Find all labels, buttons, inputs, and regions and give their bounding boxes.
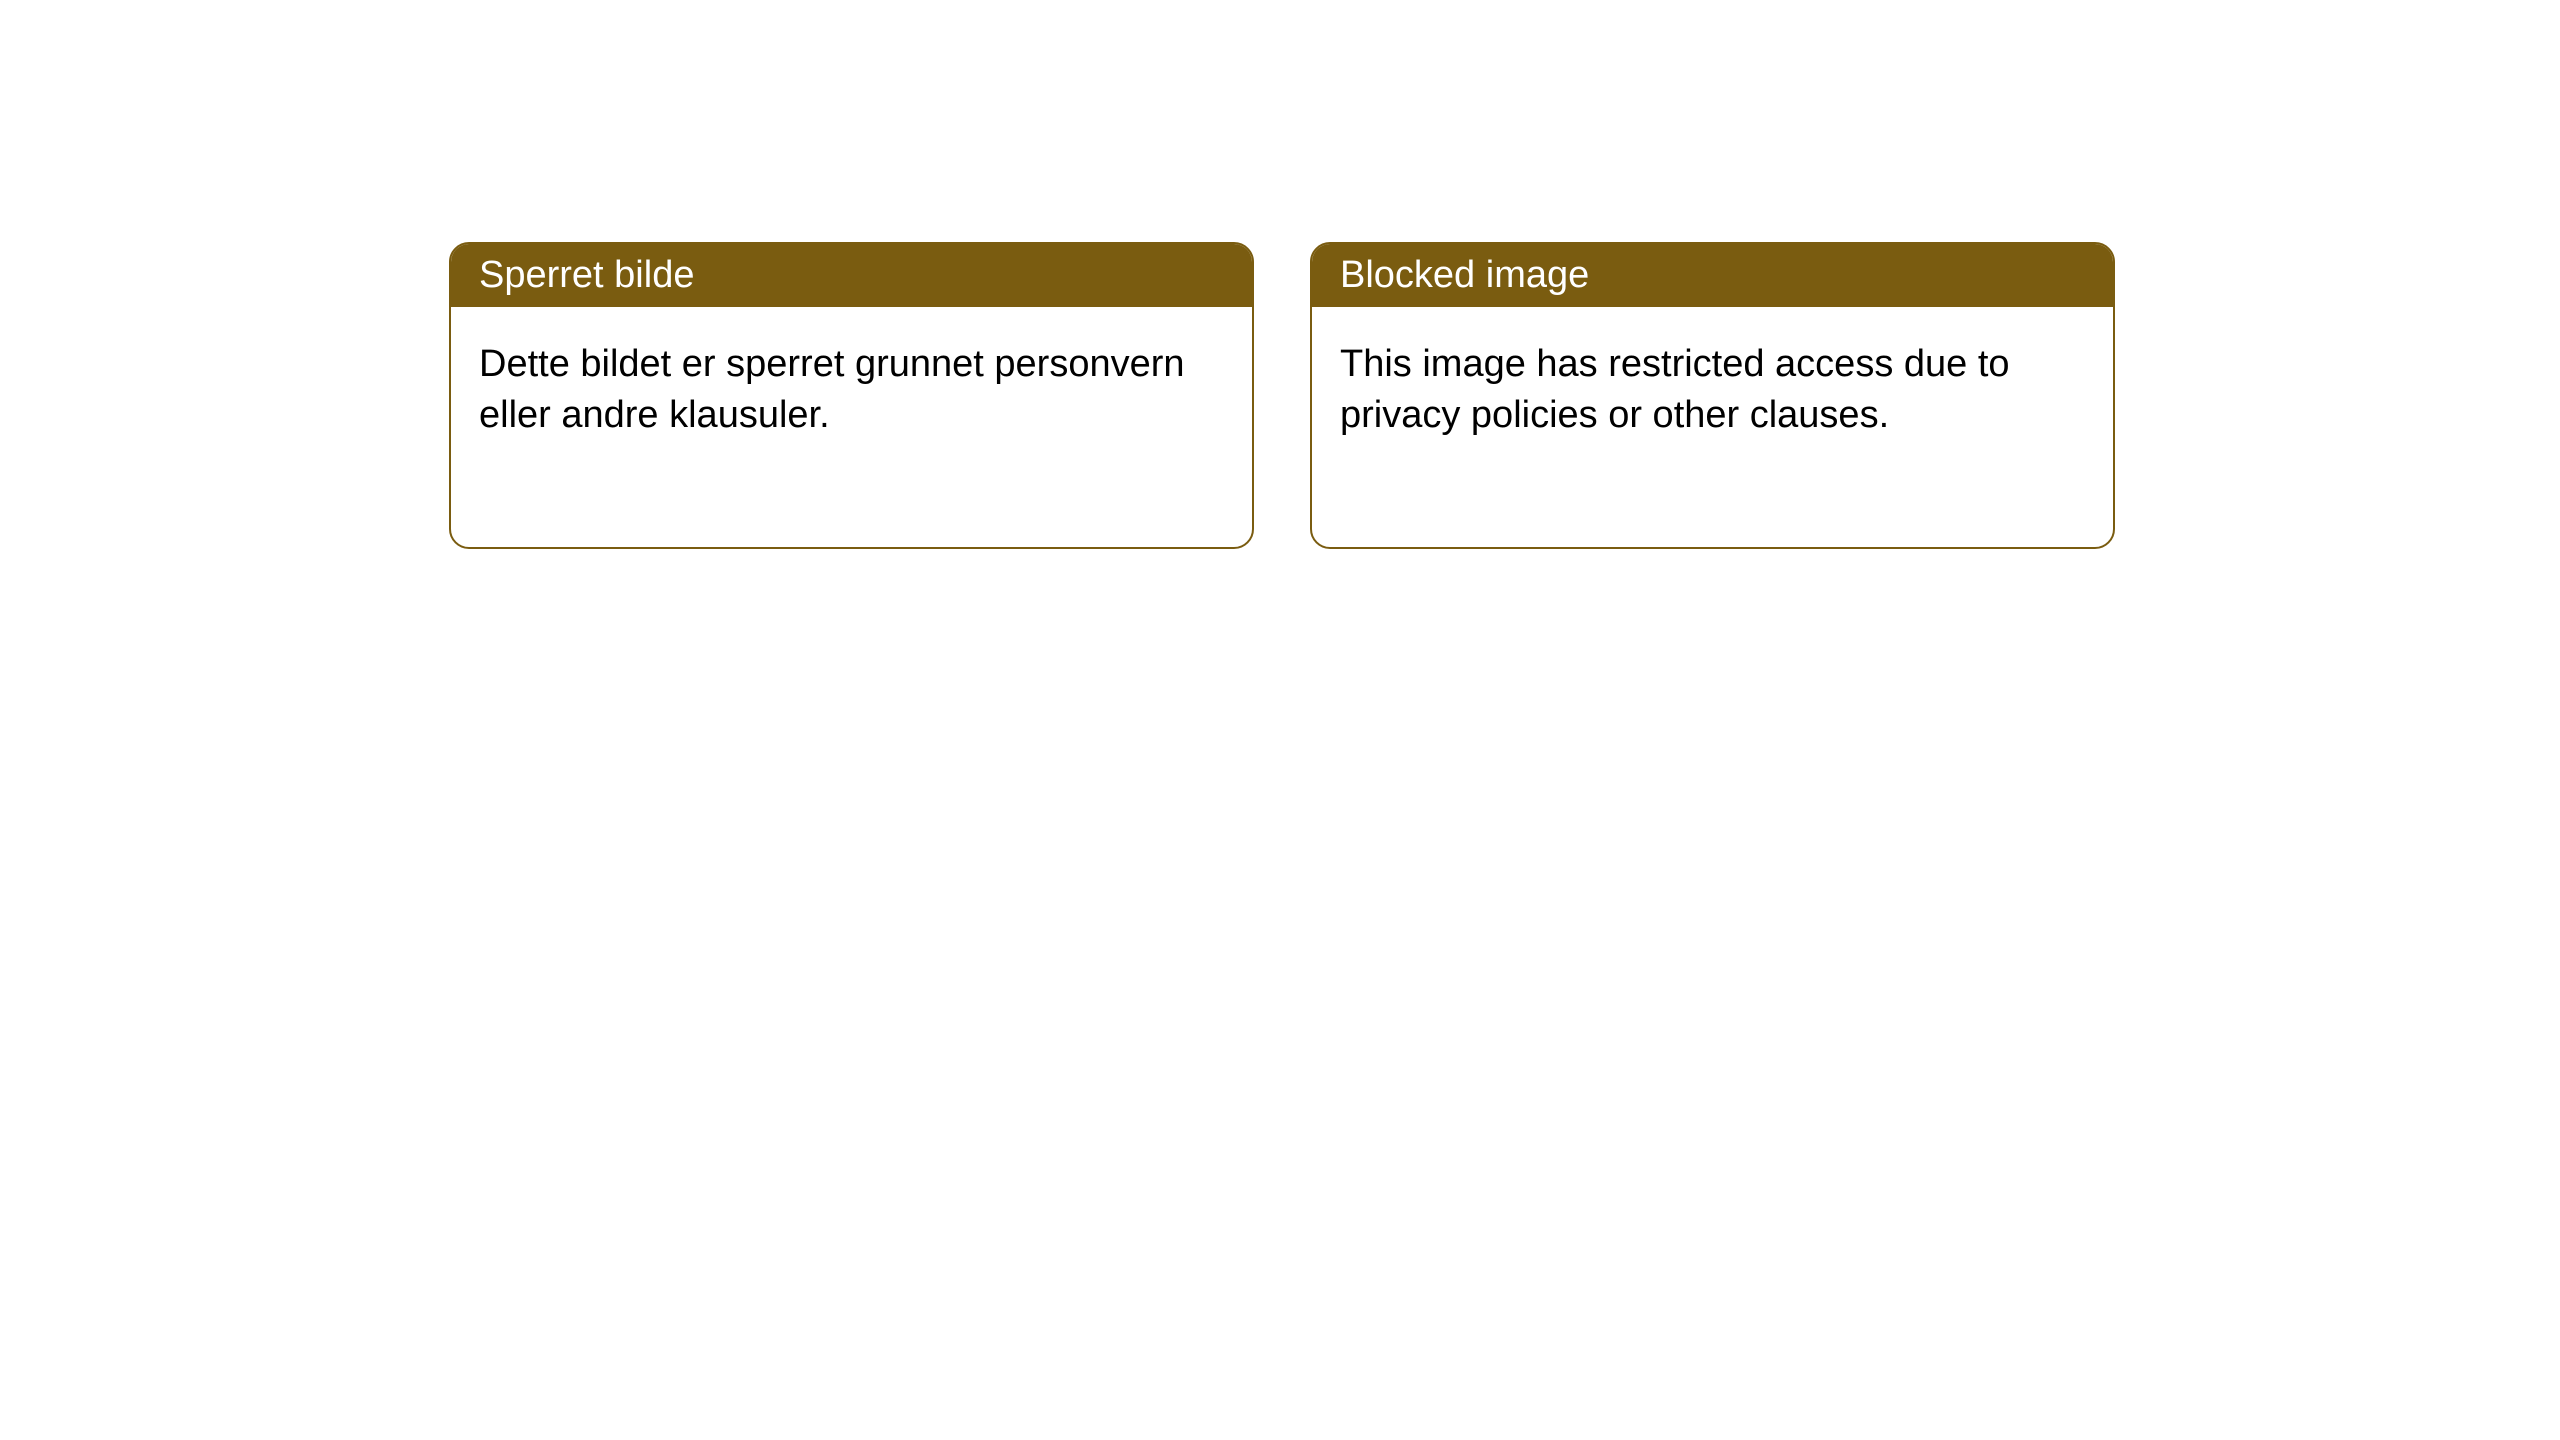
notice-body: This image has restricted access due to … (1312, 307, 2113, 547)
notice-card-english: Blocked image This image has restricted … (1310, 242, 2115, 549)
notice-title: Sperret bilde (479, 254, 694, 296)
notice-text: Dette bildet er sperret grunnet personve… (479, 343, 1185, 436)
notice-text: This image has restricted access due to … (1340, 343, 2010, 436)
notice-card-norwegian: Sperret bilde Dette bildet er sperret gr… (449, 242, 1254, 549)
notice-header: Sperret bilde (451, 244, 1252, 307)
notice-body: Dette bildet er sperret grunnet personve… (451, 307, 1252, 547)
notice-title: Blocked image (1340, 254, 1589, 296)
notice-container: Sperret bilde Dette bildet er sperret gr… (0, 0, 2560, 549)
notice-header: Blocked image (1312, 244, 2113, 307)
